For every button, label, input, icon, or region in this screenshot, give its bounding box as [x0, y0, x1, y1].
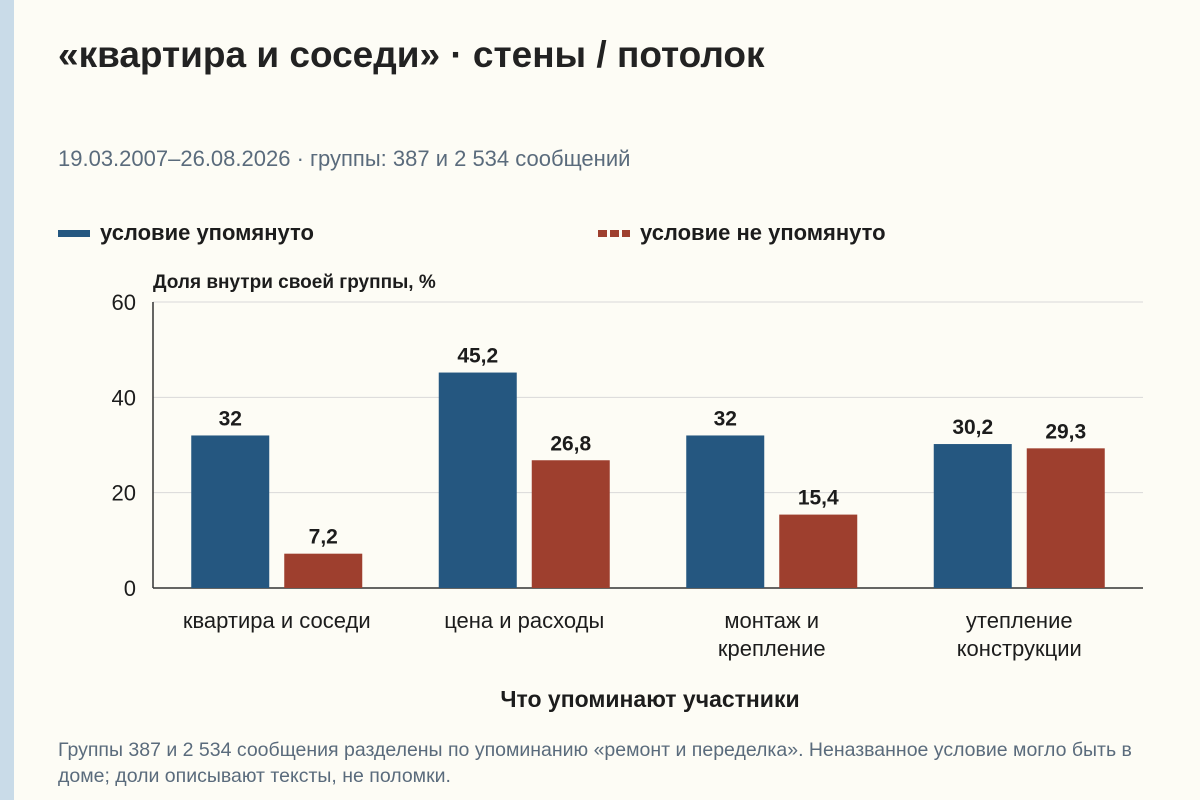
legend-label-mentioned: условие упомянуто — [100, 220, 314, 245]
bar-value-label: 29,3 — [1045, 420, 1086, 443]
left-accent-strip — [0, 0, 14, 800]
chart-title: «квартира и соседи» · стены / потолок — [58, 34, 765, 75]
bar-value-label: 32 — [714, 407, 737, 430]
x-tick-label: цена и расходы — [444, 608, 604, 633]
legend-item-not-mentioned[interactable]: условие не упомянуто — [598, 219, 886, 247]
bar-value-label: 45,2 — [457, 345, 498, 368]
bar — [686, 435, 765, 588]
bar — [933, 444, 1012, 588]
bar — [438, 372, 517, 588]
legend-item-mentioned[interactable]: условие упомянуто — [58, 219, 314, 247]
y-tick-label: 60 — [112, 290, 136, 315]
y-tick-label: 40 — [112, 385, 136, 410]
x-tick-label: утепление — [966, 608, 1073, 633]
chart-subtitle: 19.03.2007–26.08.2026 · группы: 387 и 2 … — [58, 146, 631, 171]
bar-value-label: 7,2 — [309, 526, 338, 549]
legend-label-not-mentioned: условие не упомянуто — [640, 220, 886, 245]
y-tick-label: 0 — [124, 576, 136, 601]
bar-value-label: 32 — [219, 407, 242, 430]
legend-swatch-not-mentioned — [598, 229, 630, 237]
x-tick-label: монтаж и — [724, 608, 819, 633]
x-axis-title: Что упоминают участники — [500, 686, 800, 712]
x-tick-label: крепление — [718, 636, 826, 661]
bar-value-label: 15,4 — [798, 487, 839, 510]
bar-value-label: 26,8 — [550, 432, 591, 455]
bar-value-label: 30,2 — [952, 416, 993, 439]
bar — [531, 460, 610, 588]
footnote: Группы 387 и 2 534 сообщения разделены п… — [58, 739, 1132, 787]
x-tick-label: конструкции — [957, 636, 1082, 661]
y-axis-title: Доля внутри своей группы, % — [153, 272, 436, 293]
bar — [779, 514, 858, 588]
bar — [191, 435, 270, 588]
bar — [284, 553, 363, 588]
legend-swatch-mentioned — [58, 229, 90, 237]
x-tick-label: квартира и соседи — [183, 608, 371, 633]
y-tick-label: 20 — [112, 481, 136, 506]
bar — [1026, 448, 1105, 588]
